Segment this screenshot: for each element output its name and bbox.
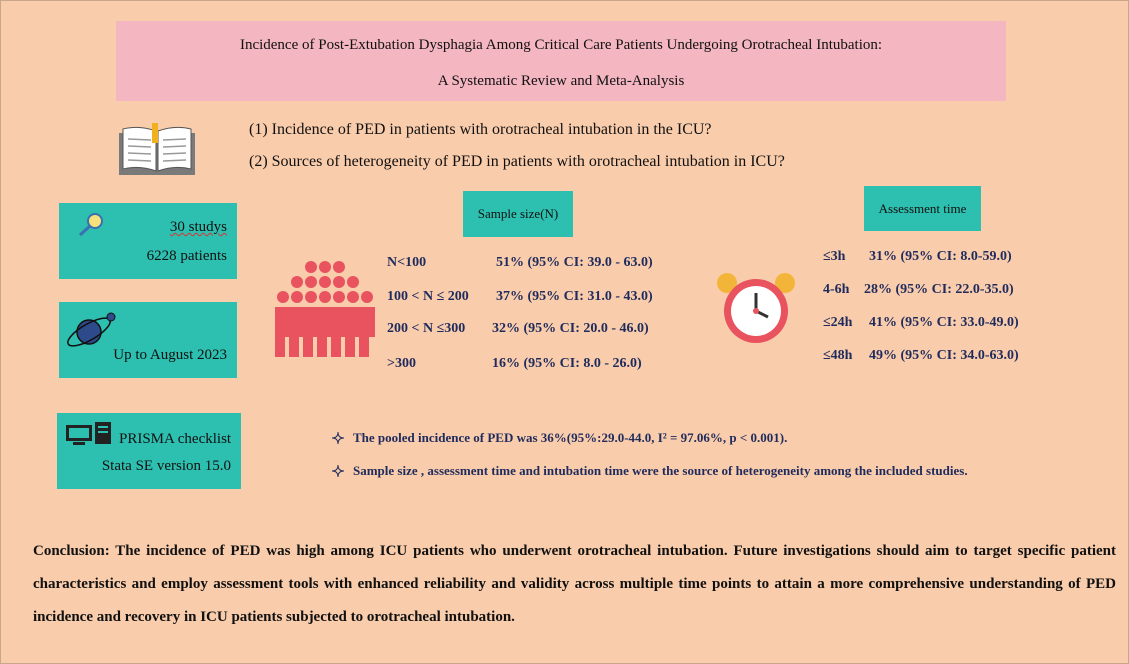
group-label: 100 < N ≤ 200 [387,289,469,305]
bullet [332,465,344,477]
question: (1) Incidence of PED in patients with or… [249,121,712,139]
search-icon [77,211,107,237]
group-result: 51% (95% CI: 39.0 - 63.0) [496,255,653,271]
book-page [123,127,156,171]
group-label: ≤24h [823,315,852,331]
title-line: A Systematic Review and Meta-Analysis [116,63,1006,99]
people-icon [273,257,377,357]
info-box: 30 studys 6228 patients [59,203,237,279]
group-result: 16% (95% CI: 8.0 - 26.0) [492,356,642,372]
finding: Sample size , assessment time and intuba… [353,463,968,479]
group-result: 37% (95% CI: 31.0 - 43.0) [496,289,653,305]
section-heading: Sample size(N) [463,191,573,237]
bullet [332,432,344,444]
computer-icon [65,421,113,447]
group-result: 31% (95% CI: 8.0-59.0) [869,249,1012,265]
question: (2) Sources of heterogeneity of PED in p… [249,153,785,171]
group-label: >300 [387,356,416,372]
info-text: Stata SE version 15.0 [102,458,231,475]
info-text: Up to August 2023 [113,347,227,364]
book-icon [117,123,197,177]
info-box: Up to August 2023 [59,302,237,378]
info-text: 6228 patients [147,248,227,265]
group-result: 32% (95% CI: 20.0 - 46.0) [492,321,649,337]
group-result: 41% (95% CI: 33.0-49.0) [869,315,1019,331]
info-box: PRISMA checklist Stata SE version 15.0 [57,413,241,489]
finding: The pooled incidence of PED was 36%(95%:… [353,430,787,446]
bookmark [152,123,158,143]
conclusion: Conclusion: The incidence of PED was hig… [33,535,1116,634]
planet-icon [63,308,119,354]
group-label: 200 < N ≤300 [387,321,465,337]
book-page [158,127,191,171]
info-text: PRISMA checklist [119,431,231,448]
group-result: 28% (95% CI: 22.0-35.0) [864,282,1014,298]
group-label: ≤48h [823,348,852,364]
group-label: 4-6h [823,282,849,298]
title-line: Incidence of Post-Extubation Dysphagia A… [116,27,1006,63]
clock-icon [715,271,797,347]
group-result: 49% (95% CI: 34.0-63.0) [869,348,1019,364]
group-label: ≤3h [823,249,845,265]
title-banner: Incidence of Post-Extubation Dysphagia A… [116,21,1006,101]
group-label: N<100 [387,255,426,271]
info-text: 30 studys [170,219,227,235]
body: Incidence of Post-Extubation Dysphagia A… [0,0,1129,664]
section-heading: Assessment time [864,186,981,231]
page: Graphical abstract {"header": {"title_li… [0,0,1129,664]
abstract: Incidence of Post-Extubation Dysphagia A… [0,0,1129,664]
